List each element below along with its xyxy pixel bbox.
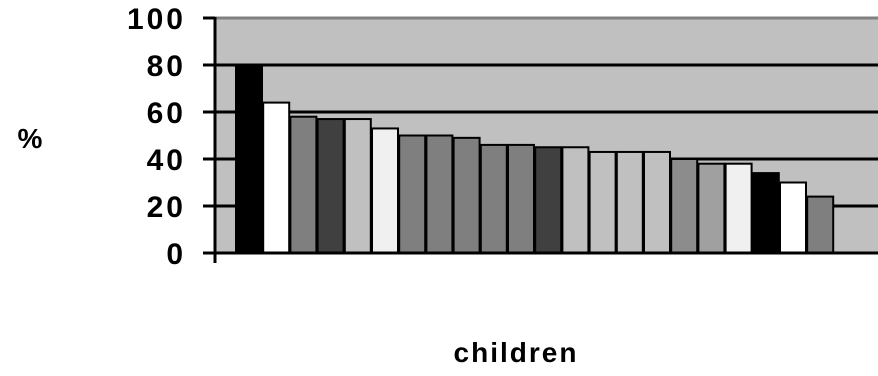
bar [452,136,481,255]
bar [751,172,780,255]
bar [534,146,563,254]
y-tick-labels: 0 20 40 60 80 100 [127,3,186,271]
bar [561,146,590,254]
bar [697,162,726,254]
y-tick-label: 100 [127,3,186,36]
bar [343,118,372,254]
bar [779,181,807,254]
y-tick-label: 0 [166,238,186,271]
bar [724,162,753,254]
y-tick-label: 20 [147,191,186,224]
y-tick-label: 80 [147,50,186,83]
bar [235,64,263,254]
axes [203,16,878,263]
bar [670,158,699,254]
y-axis-title: % [18,123,43,154]
bar [643,150,671,254]
bar [371,127,399,254]
bar [588,150,617,254]
bar [615,150,644,254]
x-axis-title: children [454,337,579,368]
bars [235,64,835,255]
bar [316,118,345,254]
bar [262,101,291,254]
bar [479,143,508,254]
y-tick-label: 40 [147,144,186,177]
bar [806,195,835,255]
bar [507,143,535,254]
bar [289,115,318,254]
y-tick-label: 60 [147,97,186,130]
bar [425,134,454,254]
bar [398,134,427,254]
